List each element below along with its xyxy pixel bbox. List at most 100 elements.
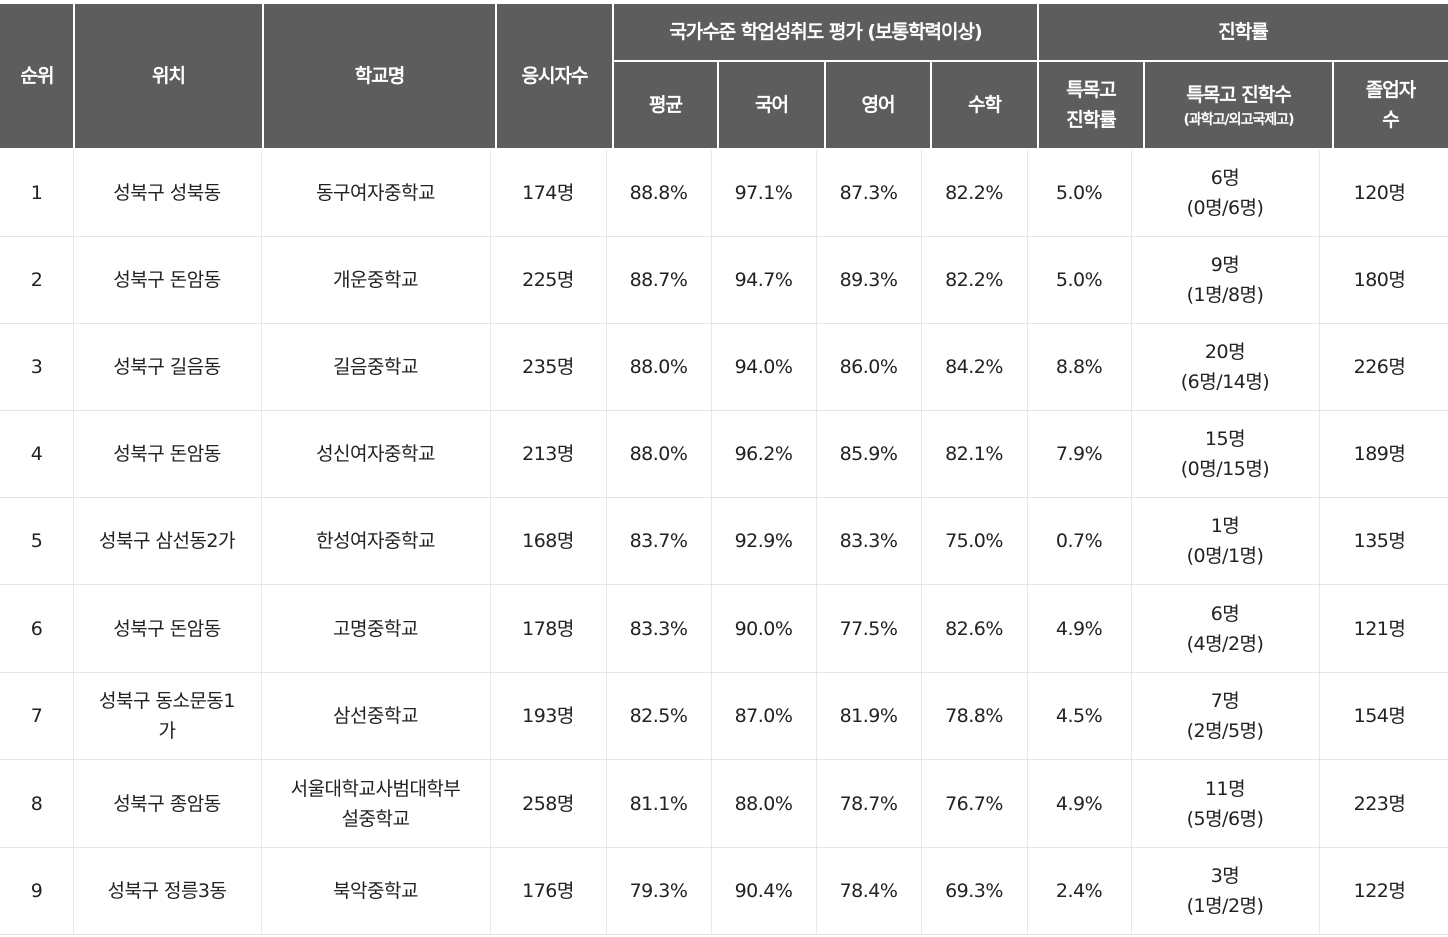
table-row: 2 성북구 돈암동 개운중학교 225명 88.7% 94.7% 89.3% 8… [0, 237, 1448, 324]
header-divider [612, 4, 614, 148]
cell-graduates: 120명 [1353, 182, 1406, 204]
cell-school: 고명중학교 [333, 618, 418, 640]
cell-english: 77.5% [839, 618, 898, 640]
cell-special-count: 11명 (5명/6명) [1131, 761, 1319, 847]
special-count-total: 9명 [1210, 254, 1240, 276]
column-divider [921, 150, 922, 935]
special-count-total: 20명 [1204, 341, 1246, 363]
special-count-total: 6명 [1210, 603, 1240, 625]
cell-special-rate: 2.4% [1055, 880, 1103, 902]
cell-rank: 7 [30, 705, 43, 727]
location-line: 성북구 동소문동1 [99, 690, 236, 712]
header-special-count-line1: 특목고 진학수 [1186, 84, 1291, 106]
cell-location: 성북구 삼선동2가 [99, 530, 236, 552]
cell-school: 북악중학교 [333, 880, 418, 902]
cell-english: 78.7% [839, 793, 898, 815]
cell-location: 성북구 종암동 [113, 793, 221, 815]
cell-english: 86.0% [839, 356, 898, 378]
cell-korean: 87.0% [734, 705, 793, 727]
cell-average: 83.7% [629, 530, 688, 552]
cell-special-rate: 4.9% [1055, 618, 1103, 640]
table-row: 3 성북구 길음동 길음중학교 235명 88.0% 94.0% 86.0% 8… [0, 324, 1448, 411]
special-count-breakdown: (1명/2명) [1186, 895, 1264, 917]
cell-math: 69.3% [945, 880, 1003, 902]
cell-average: 88.7% [629, 269, 688, 291]
cell-test-takers: 178명 [522, 618, 574, 640]
cell-graduates: 189명 [1353, 443, 1406, 465]
cell-korean: 94.7% [734, 269, 793, 291]
cell-special-rate: 5.0% [1055, 182, 1103, 204]
header-graduates-line2: 수 [1382, 109, 1400, 131]
school-line: 설중학교 [341, 808, 410, 830]
cell-average: 79.3% [629, 880, 688, 902]
column-divider [1027, 150, 1028, 935]
header-divider [1332, 62, 1334, 148]
cell-graduates: 180명 [1353, 269, 1406, 291]
header-divider [717, 62, 719, 148]
special-count-breakdown: (5명/6명) [1186, 808, 1264, 830]
cell-math: 84.2% [945, 356, 1003, 378]
cell-korean: 90.0% [734, 618, 793, 640]
cell-english: 87.3% [839, 182, 898, 204]
cell-test-takers: 235명 [522, 356, 574, 378]
cell-location: 성북구 정릉3동 [107, 880, 227, 902]
cell-rank: 9 [30, 880, 43, 902]
cell-korean: 92.9% [734, 530, 793, 552]
header-special-rate-line2: 진학률 [1066, 109, 1116, 131]
cell-test-takers: 258명 [522, 793, 574, 815]
cell-korean: 96.2% [734, 443, 793, 465]
location-line: 가 [158, 720, 176, 742]
header-graduates-line1: 졸업자 [1365, 79, 1416, 101]
cell-rank: 3 [30, 356, 43, 378]
cell-math: 75.0% [945, 530, 1003, 552]
cell-graduates: 121명 [1353, 618, 1406, 640]
column-divider [261, 150, 262, 935]
special-count-total: 3명 [1210, 865, 1240, 887]
table-row: 7 성북구 동소문동1 가 삼선중학교 193명 82.5% 87.0% 81.… [0, 673, 1448, 760]
cell-math: 82.2% [945, 269, 1003, 291]
cell-rank: 2 [30, 269, 43, 291]
cell-school: 개운중학교 [333, 269, 418, 291]
cell-rank: 1 [30, 182, 43, 204]
special-count-total: 7명 [1210, 690, 1240, 712]
column-divider [606, 150, 607, 935]
cell-graduates: 223명 [1353, 793, 1406, 815]
cell-graduates: 135명 [1353, 530, 1406, 552]
cell-special-count: 1명 (0명/1명) [1131, 498, 1319, 584]
cell-location: 성북구 돈암동 [113, 269, 221, 291]
cell-special-rate: 8.8% [1055, 356, 1103, 378]
cell-average: 88.8% [629, 182, 688, 204]
column-divider [1131, 150, 1132, 935]
cell-math: 82.6% [945, 618, 1003, 640]
cell-rank: 6 [30, 618, 43, 640]
table-row: 1 성북구 성북동 동구여자중학교 174명 88.8% 97.1% 87.3%… [0, 150, 1448, 237]
cell-special-rate: 4.9% [1055, 793, 1103, 815]
header-korean: 국어 [755, 94, 789, 116]
cell-test-takers: 176명 [522, 880, 574, 902]
header-english: 영어 [861, 94, 896, 116]
cell-english: 85.9% [839, 443, 898, 465]
cell-math: 76.7% [945, 793, 1003, 815]
cell-korean: 97.1% [734, 182, 793, 204]
table-row: 6 성북구 돈암동 고명중학교 178명 83.3% 90.0% 77.5% 8… [0, 586, 1448, 673]
cell-graduates: 122명 [1353, 880, 1406, 902]
cell-math: 78.8% [945, 705, 1003, 727]
cell-test-takers: 174명 [522, 182, 574, 204]
cell-location: 성북구 돈암동 [113, 618, 221, 640]
header-special-count-line2: (과학고/외고국제고) [1183, 112, 1295, 128]
cell-special-count: 15명 (0명/15명) [1131, 411, 1319, 497]
cell-school: 길음중학교 [333, 356, 418, 378]
header-divider [930, 62, 932, 148]
cell-school: 한성여자중학교 [316, 530, 435, 552]
header-rank: 순위 [20, 65, 55, 87]
cell-english: 89.3% [839, 269, 898, 291]
header-divider [262, 4, 264, 148]
cell-english: 83.3% [839, 530, 898, 552]
cell-special-count: 20명 (6명/14명) [1131, 324, 1319, 410]
special-count-total: 11명 [1204, 778, 1246, 800]
cell-average: 88.0% [629, 443, 688, 465]
header-divider [824, 62, 826, 148]
header-special-count: 특목고 진학수 (과학고/외고국제고) [1144, 62, 1333, 148]
cell-average: 88.0% [629, 356, 688, 378]
cell-math: 82.1% [945, 443, 1003, 465]
